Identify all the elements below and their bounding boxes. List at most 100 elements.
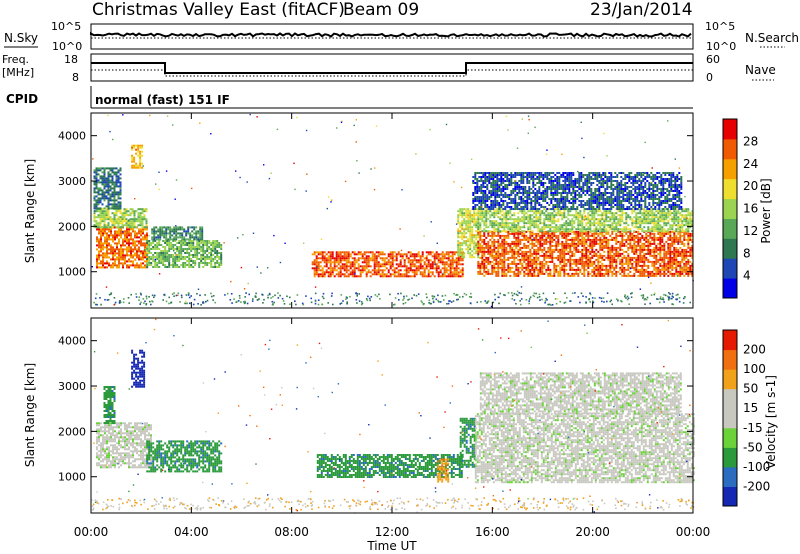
data-cell-power-8: [615, 234, 618, 237]
data-cell-power-9: [549, 216, 552, 219]
data-cell-power-7: [457, 244, 460, 247]
data-cell-power-8: [629, 262, 632, 265]
data-cell-power-2: [107, 175, 110, 178]
data-cell-power-6: [311, 261, 314, 264]
data-cell-power-4: [168, 266, 171, 268]
data-cell-power-8: [503, 260, 506, 263]
data-cell-power-7: [461, 256, 464, 259]
data-cell-power-8: [499, 262, 502, 265]
data-cell-power-8: [567, 246, 570, 249]
data-cell-power-8: [603, 274, 606, 277]
data-cell-power-8: [639, 270, 642, 273]
data-cell-power-8: [535, 232, 538, 235]
data-cell-power-8: [589, 250, 592, 253]
data-cell-power-8: [503, 242, 506, 245]
data-cell-power-8: [635, 250, 638, 253]
data-cell-power-4: [206, 246, 209, 248]
data-cell-power-6: [401, 265, 404, 268]
data-cell-power-6: [347, 273, 350, 276]
data-cell-power-8: [589, 272, 592, 275]
data-cell-power-4: [156, 246, 159, 248]
data-cell-power-6: [331, 261, 334, 264]
data-cell-power-8: [583, 242, 586, 245]
data-cell-power-0: [142, 250, 144, 253]
data-cell-power-4: [174, 240, 177, 242]
data-cell-power-2: [113, 181, 116, 184]
data-cell-power-4: [210, 256, 213, 258]
data-cell-power-5: [179, 234, 182, 237]
data-cell-power-8: [525, 246, 528, 249]
data-cell-power-8: [613, 260, 616, 263]
data-cell-power-8: [653, 250, 656, 253]
data-cell-power-8: [479, 268, 482, 271]
data-cell-power-1: [125, 218, 128, 221]
data-cell-power-8: [495, 256, 498, 259]
data-cell-power-6: [455, 257, 458, 260]
data-cell-power-8: [567, 258, 570, 261]
data-cell-power-9: [493, 210, 496, 213]
data-cell-power-8: [485, 236, 488, 239]
data-cell-power-4: [196, 252, 199, 254]
data-cell-power-8: [511, 254, 514, 257]
data-cell-power-9: [667, 214, 670, 217]
data-cell-power-8: [583, 238, 586, 241]
data-cell-power-7: [473, 236, 476, 239]
data-cell-power-0: [134, 232, 136, 235]
data-cell-power-8: [667, 238, 670, 241]
data-cell-power-7: [465, 222, 468, 225]
data-cell-power-1: [141, 226, 144, 229]
data-cell-power-2: [115, 177, 118, 180]
data-cell-power-8: [669, 262, 672, 265]
data-cell-power-6: [407, 275, 410, 278]
data-cell-power-9: [569, 214, 572, 217]
data-cell-power-9: [659, 210, 662, 213]
freq-panel-frame: [90, 53, 694, 82]
data-cell-power-8: [517, 248, 520, 251]
data-cell-power-8: [671, 240, 674, 243]
data-cell-power-2: [119, 185, 122, 188]
data-cell-power-6: [393, 269, 396, 272]
data-cell-power-8: [535, 254, 538, 257]
data-cell-power-8: [559, 232, 562, 235]
data-cell-power-4: [212, 260, 215, 262]
data-cell-power-6: [395, 267, 398, 270]
data-cell-power-7: [463, 220, 466, 223]
data-cell-power-8: [593, 240, 596, 243]
data-cell-power-5: [161, 234, 164, 237]
data-cell-power-8: [607, 268, 610, 271]
data-cell-power-8: [533, 250, 536, 253]
data-cell-power-0: [100, 242, 102, 245]
data-cell-power-8: [597, 232, 600, 235]
data-cell-power-9: [631, 222, 634, 225]
data-cell-power-8: [585, 234, 588, 237]
data-cell-power-9: [501, 220, 504, 223]
data-cell-power-8: [691, 240, 694, 243]
data-cell-power-3: [139, 164, 142, 167]
data-cell-power-9: [643, 210, 646, 213]
data-cell-power-8: [517, 234, 520, 237]
data-cell-power-8: [645, 264, 648, 267]
data-cell-power-8: [629, 256, 632, 259]
data-cell-power-7: [475, 246, 478, 249]
data-cell-power-8: [507, 268, 510, 271]
data-cell-power-3: [133, 164, 136, 167]
data-cell-power-8: [661, 258, 664, 261]
data-cell-power-6: [429, 263, 432, 266]
data-cell-power-0: [142, 236, 144, 239]
data-cell-power-2: [95, 167, 98, 170]
data-cell-power-7: [457, 228, 460, 231]
data-cell-power-6: [369, 257, 372, 260]
data-cell-power-0: [126, 238, 128, 241]
data-cell-power-8: [675, 240, 678, 243]
data-cell-power-9: [609, 220, 612, 223]
data-cell-power-6: [405, 271, 408, 274]
data-cell-power-8: [687, 242, 690, 245]
data-cell-power-6: [379, 257, 382, 260]
data-cell-power-8: [629, 240, 632, 243]
data-cell-power-6: [341, 255, 344, 258]
data-cell-power-9: [675, 214, 678, 217]
data-cell-power-9: [493, 228, 496, 231]
data-cell-power-5: [169, 232, 172, 235]
data-cell-power-7: [457, 216, 460, 219]
data-cell-power-6: [435, 269, 438, 272]
